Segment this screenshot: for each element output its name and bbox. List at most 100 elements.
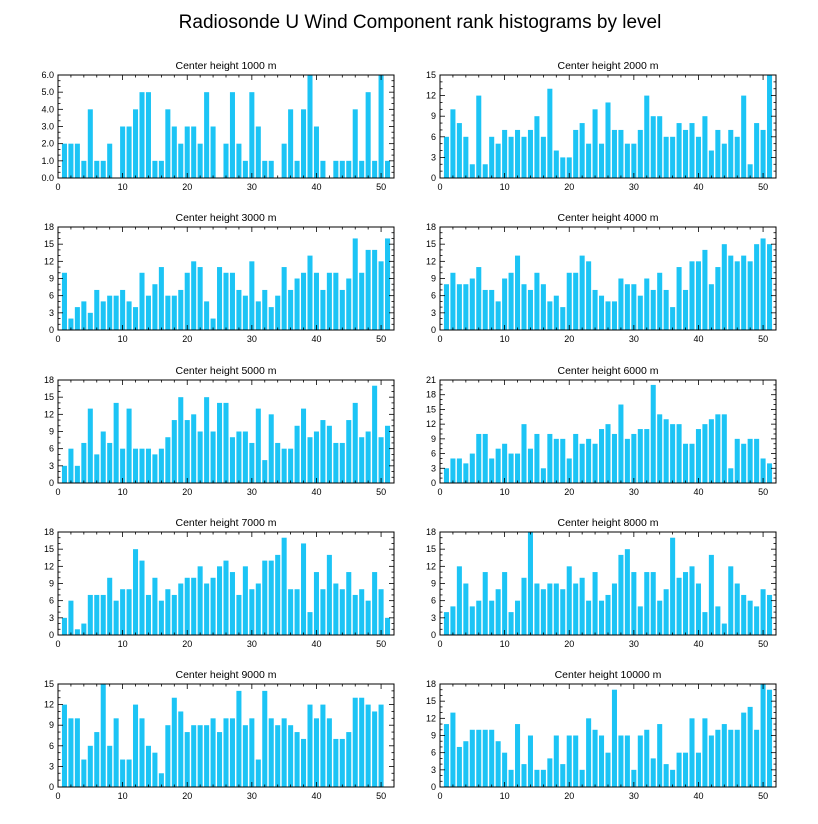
bar — [145, 745, 151, 787]
y-tick-label: 9 — [49, 720, 54, 730]
bar — [456, 746, 462, 787]
bar — [333, 442, 339, 483]
bar — [191, 414, 197, 483]
bar — [145, 594, 151, 635]
bar — [650, 758, 656, 787]
bar — [599, 295, 605, 330]
bar — [456, 566, 462, 635]
bar — [715, 606, 721, 635]
bar — [508, 272, 514, 330]
bar — [476, 95, 482, 178]
bar — [721, 414, 727, 483]
y-tick-label: 2.0 — [41, 139, 54, 149]
bar — [81, 623, 87, 635]
bar — [540, 136, 546, 178]
y-tick-label: 9 — [431, 579, 436, 589]
bar — [637, 606, 643, 635]
bar — [352, 697, 358, 787]
bar — [657, 724, 663, 787]
bar — [508, 769, 514, 787]
x-tick-label: 40 — [311, 639, 321, 649]
bar — [126, 301, 132, 330]
bar — [767, 594, 773, 635]
bar — [560, 589, 566, 635]
y-tick-label: 0 — [431, 478, 436, 488]
bar — [586, 718, 592, 787]
bar — [94, 454, 100, 483]
bar — [657, 600, 663, 635]
bar — [695, 136, 701, 178]
bar — [560, 157, 566, 178]
bar — [346, 278, 352, 330]
bar — [495, 741, 501, 787]
bar — [476, 433, 482, 483]
bar — [670, 537, 676, 635]
x-tick-label: 50 — [758, 791, 768, 801]
bar — [178, 397, 184, 483]
bar — [663, 589, 669, 635]
bar — [320, 420, 326, 483]
bar — [217, 566, 223, 635]
bar — [307, 704, 313, 787]
bar — [592, 443, 598, 483]
figure-title: Radiosonde U Wind Component rank histogr… — [179, 12, 662, 33]
bar — [352, 402, 358, 483]
bar — [573, 129, 579, 178]
bar — [229, 272, 235, 330]
bar — [378, 589, 384, 635]
bar — [236, 594, 242, 635]
bar — [527, 448, 533, 483]
bar — [747, 706, 753, 787]
bar — [139, 272, 145, 330]
bar — [734, 729, 740, 787]
bar — [624, 143, 630, 178]
bar — [113, 402, 119, 483]
y-tick-label: 9 — [49, 274, 54, 284]
bar — [476, 600, 482, 635]
y-tick-label: 6 — [49, 291, 54, 301]
bar — [482, 433, 488, 483]
bar — [204, 725, 210, 787]
bar — [288, 589, 294, 635]
bar — [229, 718, 235, 787]
y-tick-label: 18 — [426, 390, 436, 400]
bar — [637, 295, 643, 330]
bar — [262, 560, 268, 635]
bar — [107, 577, 113, 635]
bar — [747, 438, 753, 483]
bar — [689, 443, 695, 483]
bar — [721, 623, 727, 635]
bar — [165, 109, 171, 178]
y-tick-label: 15 — [426, 239, 436, 249]
bar — [313, 572, 319, 635]
y-tick-label: 5.0 — [41, 87, 54, 97]
bar — [618, 735, 624, 787]
bar — [74, 307, 80, 330]
panel-title: Center height 5000 m — [176, 365, 277, 377]
bar — [502, 752, 508, 787]
bar — [74, 718, 80, 787]
x-tick-label: 30 — [247, 182, 257, 192]
bar — [268, 718, 274, 787]
bar — [94, 732, 100, 787]
bar — [385, 617, 391, 635]
bar — [113, 295, 119, 330]
bar — [644, 429, 650, 483]
bar — [191, 126, 197, 178]
bar — [307, 255, 313, 330]
bar — [611, 301, 617, 330]
bar — [708, 554, 714, 635]
bar — [184, 272, 190, 330]
x-tick-label: 40 — [311, 791, 321, 801]
bar — [644, 572, 650, 635]
bar — [133, 549, 139, 635]
bar — [346, 420, 352, 483]
bar — [378, 437, 384, 483]
bar — [126, 126, 132, 178]
bar — [495, 301, 501, 330]
panel-3: Center height 3000 m 0 10 20 30 40 50 0 3 6 9 12 15 1… — [44, 212, 395, 344]
x-tick-label: 20 — [182, 639, 192, 649]
bar — [560, 764, 566, 787]
y-tick-label: 12 — [426, 419, 436, 429]
y-tick-label: 15 — [44, 679, 54, 689]
